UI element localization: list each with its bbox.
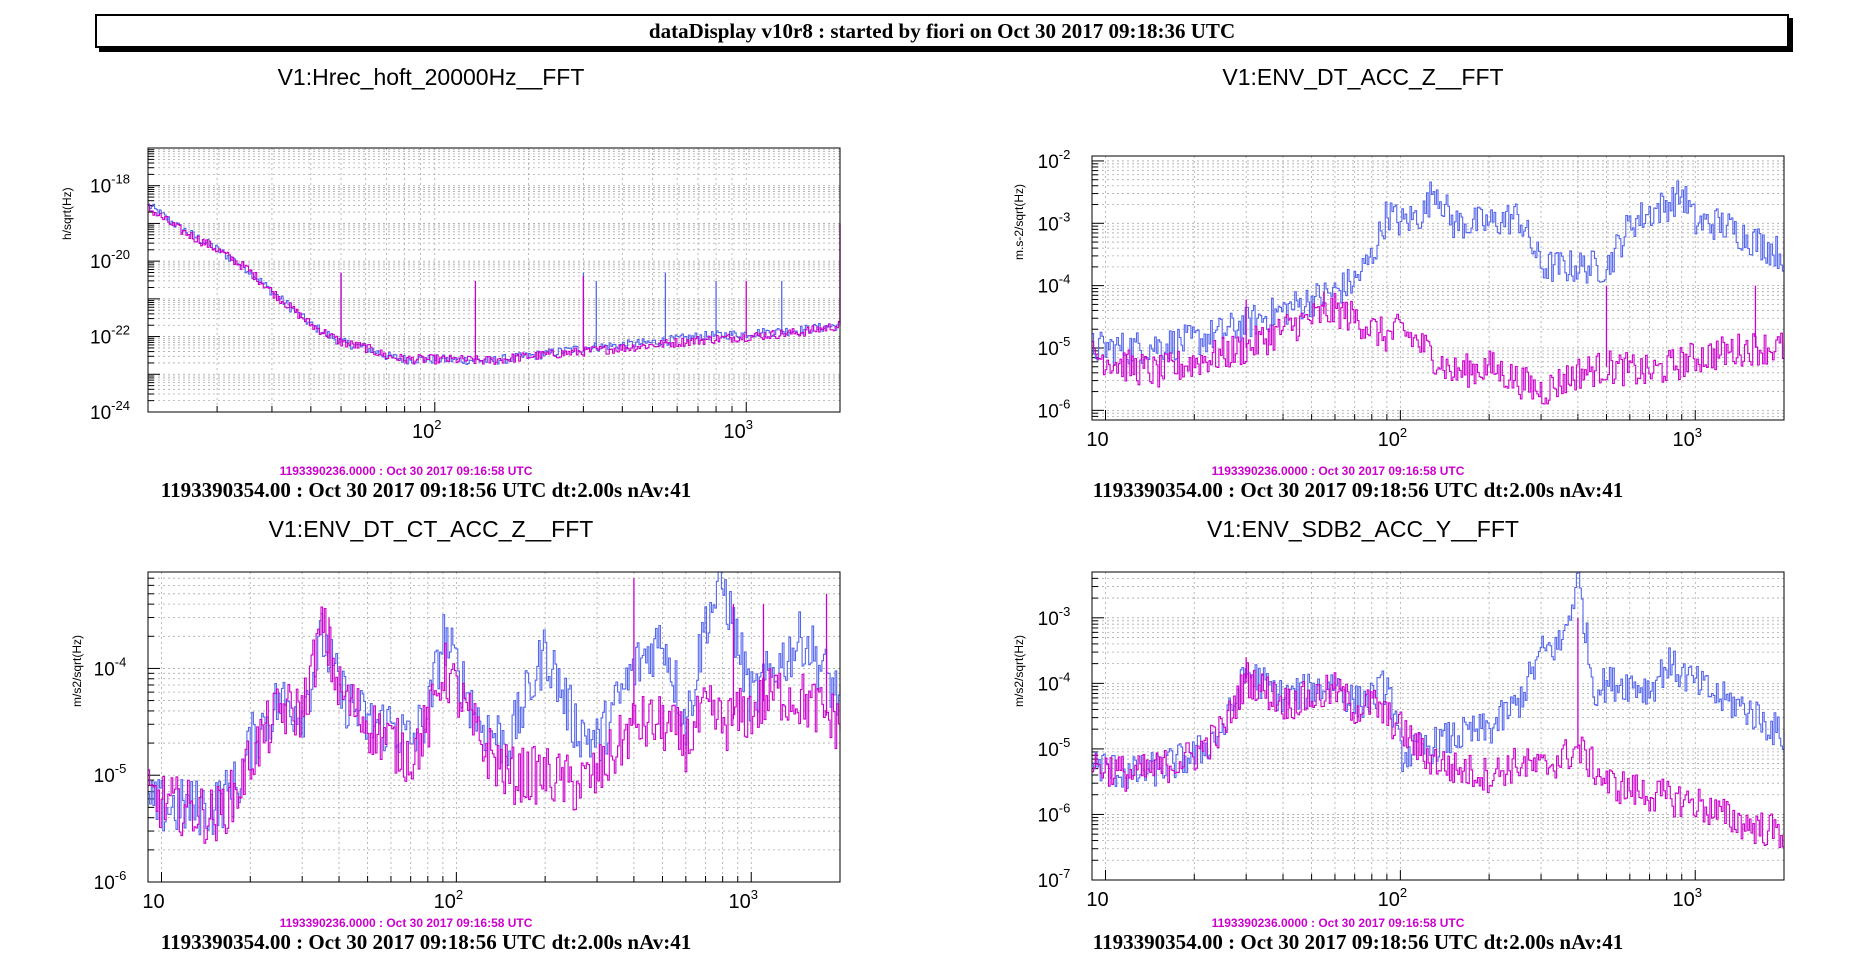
x-tick-label: 10 [142, 891, 164, 913]
plot-frame [147, 147, 841, 413]
x-tick-label: 103 [1672, 885, 1701, 911]
acquisition-info: 1193390354.00 : Oct 30 2017 09:18:56 UTC… [1092, 478, 1624, 502]
acquisition-info: 1193390354.00 : Oct 30 2017 09:18:56 UTC… [1092, 930, 1624, 954]
reference-time-label: 1193390236.0000 : Oct 30 2017 09:16:58 U… [279, 464, 533, 478]
y-tick-label: 10-20 [90, 247, 130, 273]
x-tick-label: 102 [412, 417, 441, 443]
x-tick-label: 103 [728, 887, 757, 913]
y-tick-label: 10-3 [1038, 604, 1071, 630]
x-tick-label: 102 [434, 887, 463, 913]
chart-plot[interactable]: 10 102 103 10-4 10-5 10-6 [0, 552, 932, 972]
chart-title: V1:ENV_DT_CT_ACC_Z__FFT [268, 516, 594, 542]
reference-time-label: 1193390236.0000 : Oct 30 2017 09:16:58 U… [1211, 464, 1465, 478]
chart-plot[interactable]: 10 102 103 10-3 10-4 10-5 10-6 10-7 [932, 552, 1864, 972]
reference-series-line [148, 606, 841, 844]
y-tick-label: 10-7 [1038, 866, 1071, 892]
y-tick-label: 10-6 [94, 868, 127, 894]
x-tick-label: 103 [1672, 425, 1701, 451]
reference-series-line [1092, 293, 1785, 405]
y-tick-label: 10-6 [1038, 396, 1071, 422]
chart-plot[interactable]: 102 103 10-18 10-20 10-22 10-24 [0, 100, 932, 520]
reference-time-label: 1193390236.0000 : Oct 30 2017 09:16:58 U… [1211, 916, 1465, 930]
current-series-line [148, 203, 841, 366]
reference-time-label: 1193390236.0000 : Oct 30 2017 09:16:58 U… [279, 916, 533, 930]
acquisition-info: 1193390354.00 : Oct 30 2017 09:18:56 UTC… [160, 930, 692, 954]
x-tick-label: 102 [1378, 885, 1407, 911]
current-series-line [1092, 571, 1785, 789]
y-tick-label: 10-22 [90, 323, 130, 349]
y-tick-label: 10-6 [1038, 800, 1071, 826]
y-tick-label: 10-5 [1038, 334, 1071, 360]
chart-title: V1:Hrec_hoft_20000Hz__FFT [277, 64, 585, 90]
y-tick-label: 10-2 [1038, 147, 1071, 173]
y-tick-label: 10-4 [94, 654, 127, 680]
y-tick-label: 10-5 [1038, 735, 1071, 761]
y-tick-label: 10-3 [1038, 209, 1071, 235]
chart-panel-dt-acc-z: V1:ENV_DT_ACC_Z__FFT m.s-2/sqrt(Hz) 10 10… [932, 60, 1864, 515]
window-title: dataDisplay v10r8 : started by fiori on … [95, 14, 1789, 48]
plot-frame [1091, 571, 1785, 881]
chart-plot[interactable]: 10 102 103 10-2 10-3 10-4 10-5 10-6 [932, 100, 1864, 520]
y-tick-label: 10-5 [94, 761, 127, 787]
y-tick-label: 10-4 [1038, 669, 1071, 695]
y-tick-label: 10-18 [90, 172, 130, 198]
x-tick-label: 10 [1086, 429, 1108, 451]
window-title-text: dataDisplay v10r8 : started by fiori on … [648, 18, 1236, 43]
current-series-line [1092, 180, 1785, 366]
x-tick-label: 10 [1086, 889, 1108, 911]
chart-panel-hrec: V1:Hrec_hoft_20000Hz__FFT h/sqrt(Hz) 102… [0, 60, 932, 515]
chart-title: V1:ENV_SDB2_ACC_Y__FFT [1207, 516, 1519, 542]
reference-series-line [1092, 662, 1785, 849]
chart-title: V1:ENV_DT_ACC_Z__FFT [1222, 64, 1504, 90]
x-tick-label: 103 [724, 417, 753, 443]
x-tick-label: 102 [1378, 425, 1407, 451]
plot-frame [147, 571, 841, 883]
reference-series-line [148, 204, 841, 365]
y-tick-label: 10-24 [90, 398, 130, 424]
acquisition-info: 1193390354.00 : Oct 30 2017 09:18:56 UTC… [160, 478, 692, 502]
plot-frame [1091, 155, 1785, 421]
chart-panel-sdb2-acc-y: V1:ENV_SDB2_ACC_Y__FFT m/s2/sqrt(Hz) 10 1… [932, 512, 1864, 967]
chart-panel-dt-ct-acc-z: V1:ENV_DT_CT_ACC_Z__FFT m/s2/sqrt(Hz) 10… [0, 512, 932, 967]
current-series-line [148, 571, 841, 836]
y-tick-label: 10-4 [1038, 272, 1071, 298]
